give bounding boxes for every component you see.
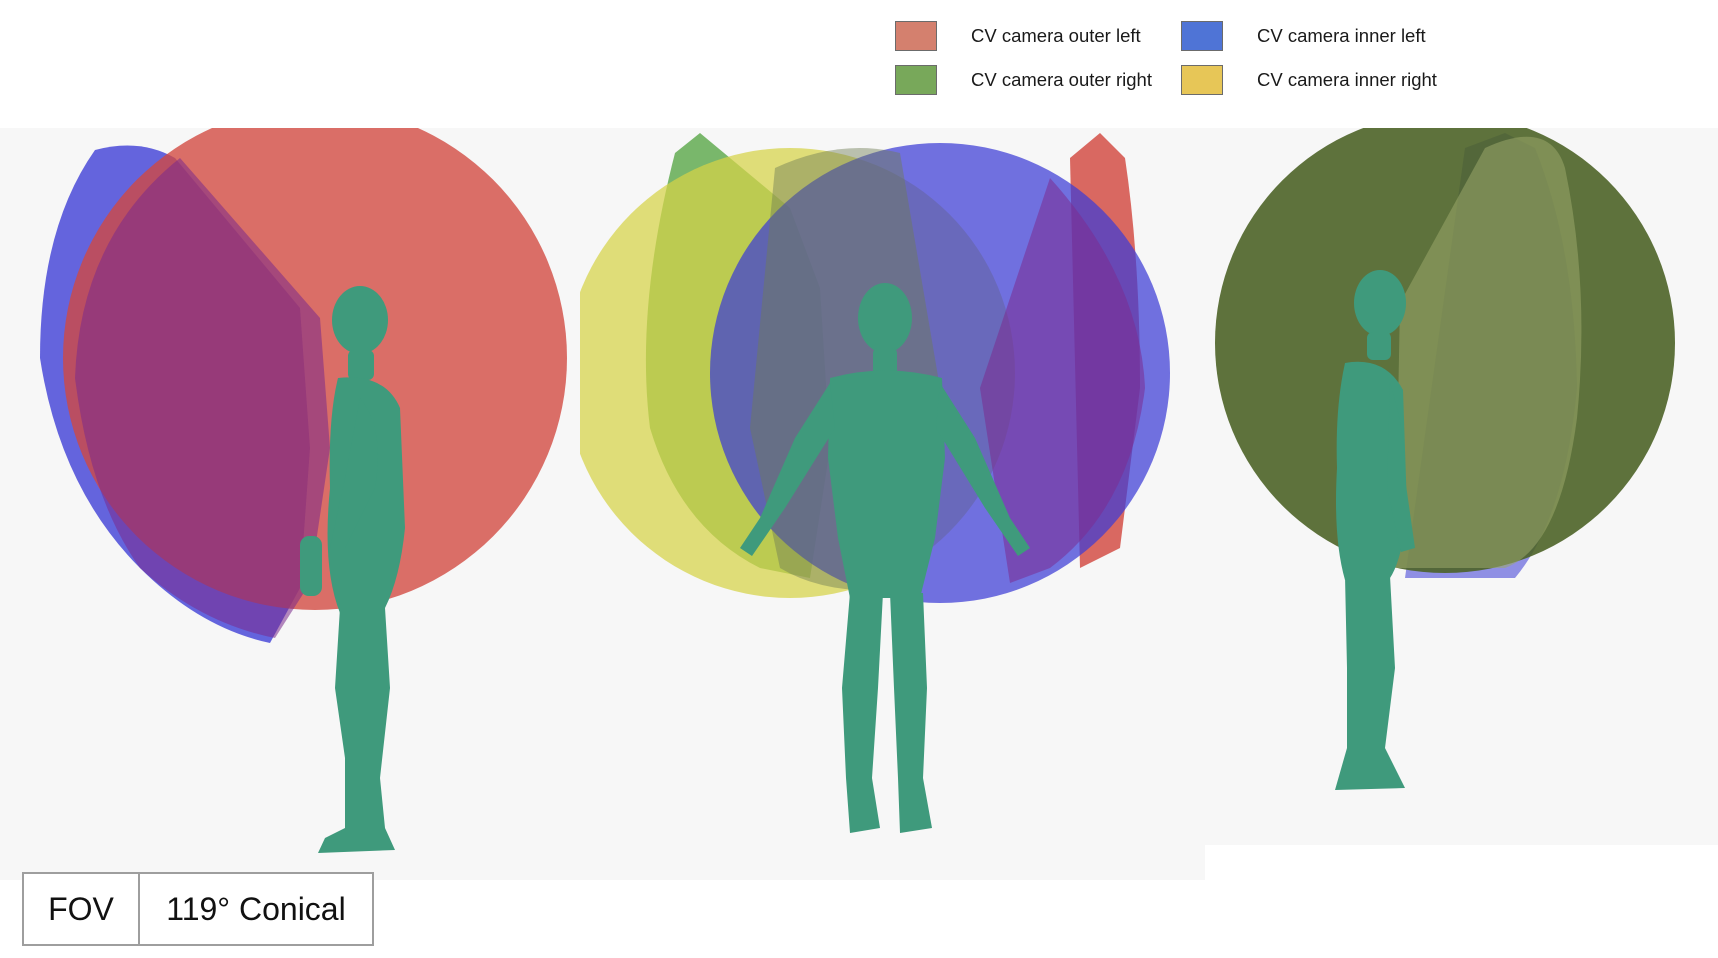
side-view-left-render [40, 128, 567, 853]
side-view-left-panel [0, 128, 600, 880]
legend-item-inner-right: CV camera inner right [1181, 64, 1437, 96]
front-view-panel [580, 128, 1205, 880]
legend-swatch-inner-right [1181, 65, 1223, 95]
side-view-right-panel [1205, 128, 1718, 845]
legend-item-outer-left: CV camera outer left [895, 20, 1141, 52]
human-model-front [740, 283, 1030, 833]
front-view-render [580, 133, 1170, 833]
fov-volume-inner-right-right [1395, 136, 1582, 568]
legend-swatch-outer-left [895, 21, 937, 51]
legend-swatch-outer-right [895, 65, 937, 95]
legend-item-inner-left: CV camera inner left [1181, 20, 1426, 52]
fov-overlap-purple [980, 178, 1145, 583]
human-model-side-left [300, 286, 405, 853]
legend-label-outer-left: CV camera outer left [971, 25, 1141, 46]
fov-overlap-region [75, 158, 330, 638]
legend-item-outer-right: CV camera outer right [895, 64, 1152, 96]
legend-label-outer-right: CV camera outer right [971, 69, 1152, 90]
legend-swatch-inner-left [1181, 21, 1223, 51]
legend: CV camera outer left CV camera outer rig… [895, 18, 1475, 98]
fov-table: FOV 119° Conical [22, 872, 374, 946]
human-model-side-right [1335, 270, 1415, 790]
side-view-right-render [1215, 128, 1675, 790]
legend-label-inner-left: CV camera inner left [1257, 25, 1426, 46]
legend-label-inner-right: CV camera inner right [1257, 69, 1437, 90]
fov-key-cell: FOV [24, 874, 140, 944]
fov-value-cell: 119° Conical [166, 890, 346, 927]
